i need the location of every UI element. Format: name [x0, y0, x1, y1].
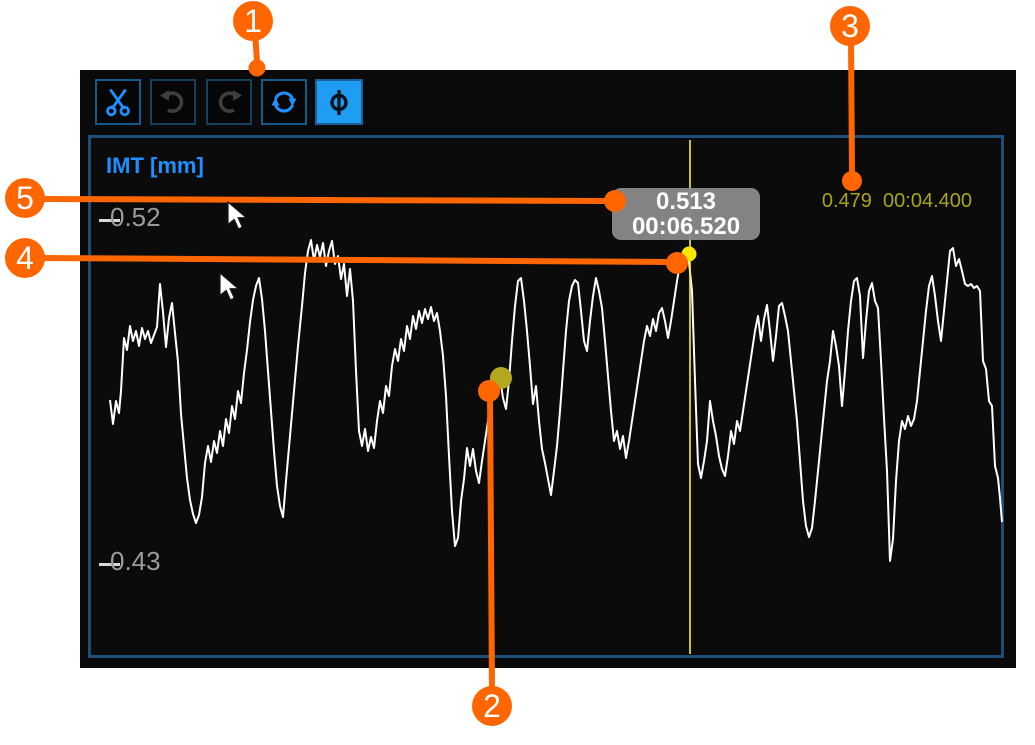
- chart-title: IMT [mm]: [106, 153, 204, 178]
- cursor-tooltip: 0.513 00:06.520: [612, 188, 760, 240]
- callout-badge-4: 4: [5, 238, 45, 278]
- callout-badge-5: 5: [5, 178, 45, 218]
- cut-button[interactable]: [95, 79, 141, 125]
- callout-badge-3: 3: [830, 6, 870, 46]
- y-axis-label-max: 0.52: [110, 202, 161, 232]
- app-window: IMT [mm] 0.52 0.43 0.479 00:04.400: [80, 70, 1016, 668]
- refresh-icon: [271, 91, 297, 113]
- max-value-readout: 0.479 00:04.400: [821, 190, 972, 212]
- y-axis-label-min: 0.43: [110, 546, 161, 576]
- tooltip-value: 0.513: [655, 188, 717, 215]
- refresh-button[interactable]: [261, 79, 307, 125]
- y-axis-tick-max: [99, 219, 120, 222]
- scissors-icon: [106, 89, 130, 117]
- phi-button[interactable]: [315, 79, 363, 125]
- callout-badge-2: 2: [472, 686, 512, 726]
- phi-icon: [330, 90, 348, 115]
- callout-badge-1: 1: [233, 1, 273, 41]
- y-axis-tick-min: [99, 563, 120, 566]
- chart-panel[interactable]: IMT [mm] 0.52 0.43 0.479 00:04.400: [88, 135, 1004, 658]
- undo-button[interactable]: [150, 79, 196, 125]
- redo-arrow-icon: [218, 90, 242, 113]
- redo-button[interactable]: [206, 79, 252, 125]
- undo-arrow-icon: [160, 90, 184, 113]
- tooltip-time: 00:06.520: [631, 213, 741, 240]
